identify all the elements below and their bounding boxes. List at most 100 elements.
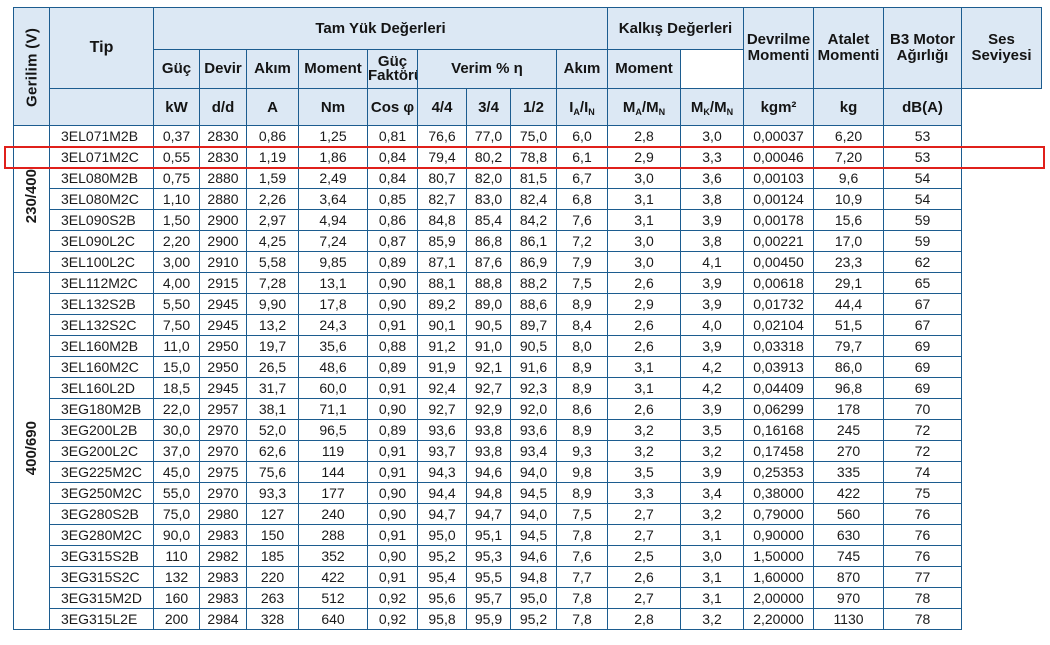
cell-noise: 76 [883, 503, 962, 525]
cell-eff-34: 94,8 [466, 482, 511, 504]
cell-speed: 2830 [199, 125, 247, 147]
cell-start-torque: 3,0 [607, 251, 681, 273]
cell-start-torque: 2,6 [607, 314, 681, 336]
cell-eff-12: 94,0 [510, 503, 557, 525]
cell-eff-12: 94,8 [510, 566, 557, 588]
cell-type: 3EL080M2B [49, 167, 154, 189]
cell-speed: 2910 [199, 251, 247, 273]
cell-speed: 2880 [199, 167, 247, 189]
cell-eff-full: 89,2 [417, 293, 467, 315]
cell-eff-full: 80,7 [417, 167, 467, 189]
cell-eff-full: 95,6 [417, 587, 467, 609]
cell-type: 3EG315M2D [49, 587, 154, 609]
table-row: 3EL090L2C 2,20 2900 4,25 7,24 0,87 85,9 86,8 86,… [14, 230, 1042, 252]
cell-torque: 9,85 [298, 251, 368, 273]
cell-eff-34: 90,5 [466, 314, 511, 336]
cell-power-factor: 0,90 [367, 545, 418, 567]
cell-power: 200 [153, 608, 200, 630]
unit-sub: A [635, 106, 642, 117]
unit-main: I [569, 98, 574, 116]
start-torque-header: Moment [607, 49, 681, 89]
cell-speed: 2957 [199, 398, 247, 420]
cell-inertia: 0,16168 [743, 419, 814, 441]
cell-speed: 2983 [199, 524, 247, 546]
cell-breakdown: 3,0 [680, 125, 744, 147]
cell-power: 4,00 [153, 272, 200, 294]
cell-noise: 78 [883, 608, 962, 630]
cell-power-factor: 0,90 [367, 503, 418, 525]
cell-speed: 2984 [199, 608, 247, 630]
table-row: 400/690 3EL112M2C 4,00 2915 7,28 13,1 0,90 88,1… [13, 272, 1042, 630]
cell-inertia: 0,04409 [743, 377, 814, 399]
unit-inertia: kgm² [743, 88, 814, 126]
cell-speed: 2900 [199, 230, 247, 252]
cell-eff-full: 82,7 [417, 188, 467, 210]
unit-weight: kg [813, 88, 884, 126]
cell-noise: 53 [883, 125, 962, 147]
cell-breakdown: 3,3 [680, 146, 744, 168]
cell-start-current: 8,9 [556, 419, 608, 441]
cell-noise: 69 [883, 356, 962, 378]
cell-eff-34: 86,8 [466, 230, 511, 252]
cell-torque: 288 [298, 524, 368, 546]
cell-power-factor: 0,92 [367, 587, 418, 609]
table-row: 3EG315M2D 160 2983 263 512 0,92 95,6 95,7 95,0 7,… [14, 587, 1042, 609]
cell-power-factor: 0,91 [367, 524, 418, 546]
cell-eff-12: 92,0 [510, 398, 557, 420]
unit-torque: Nm [298, 88, 368, 126]
cell-type: 3EG280M2C [49, 524, 154, 546]
cell-inertia: 0,00046 [743, 146, 814, 168]
cell-weight: 29,1 [813, 272, 884, 294]
cell-power-factor: 0,90 [367, 482, 418, 504]
cell-start-current: 6,0 [556, 125, 608, 147]
table-row: 3EG280S2B 75,0 2980 127 240 0,90 94,7 94,7 94,0 7… [14, 503, 1042, 525]
cell-start-torque: 3,0 [607, 230, 681, 252]
unit-sep: /I [579, 98, 589, 116]
cell-speed: 2970 [199, 419, 247, 441]
cell-weight: 96,8 [813, 377, 884, 399]
cell-current: 150 [246, 524, 299, 546]
cell-noise: 77 [883, 566, 962, 588]
cell-noise: 54 [883, 167, 962, 189]
cell-eff-34: 85,4 [466, 209, 511, 231]
cell-start-torque: 3,1 [607, 377, 681, 399]
cell-weight: 9,6 [813, 167, 884, 189]
cell-current: 19,7 [246, 335, 299, 357]
cell-start-torque: 3,5 [607, 461, 681, 483]
cell-breakdown: 3,9 [680, 293, 744, 315]
cell-torque: 48,6 [298, 356, 368, 378]
cell-power: 2,20 [153, 230, 200, 252]
unit-noise: dB(A) [883, 88, 962, 126]
power-header: Güç [153, 49, 200, 89]
cell-noise: 59 [883, 230, 962, 252]
cell-speed: 2945 [199, 314, 247, 336]
cell-eff-34: 94,6 [466, 461, 511, 483]
cell-eff-34: 94,7 [466, 503, 511, 525]
cell-power: 1,10 [153, 188, 200, 210]
cell-inertia: 0,25353 [743, 461, 814, 483]
cell-eff-12: 81,5 [510, 167, 557, 189]
unit-eff-full: 4/4 [417, 88, 467, 126]
cell-power-factor: 0,88 [367, 335, 418, 357]
cell-current: 1,19 [246, 146, 299, 168]
cell-noise: 65 [883, 272, 962, 294]
cell-type: 3EL160M2C [49, 356, 154, 378]
cell-torque: 422 [298, 566, 368, 588]
cell-noise: 67 [883, 314, 962, 336]
table-row: 3EG315S2B 110 2982 185 352 0,90 95,2 95,3 94,6 7,… [14, 545, 1042, 567]
cell-power: 5,50 [153, 293, 200, 315]
cell-torque: 2,49 [298, 167, 368, 189]
cell-eff-full: 94,3 [417, 461, 467, 483]
table-row: 3EL071M2C 0,55 2830 1,19 1,86 0,84 79,4 80,2 78,… [14, 146, 1042, 168]
cell-inertia: 2,00000 [743, 587, 814, 609]
table-row: 3EG280M2C 90,0 2983 150 288 0,91 95,0 95,1 94,5 7… [14, 524, 1042, 546]
noise-header: Ses Seviyesi [961, 7, 1042, 89]
cell-current: 52,0 [246, 419, 299, 441]
cell-eff-full: 93,6 [417, 419, 467, 441]
cell-breakdown: 3,1 [680, 566, 744, 588]
cell-eff-full: 92,4 [417, 377, 467, 399]
cell-torque: 352 [298, 545, 368, 567]
cell-power-factor: 0,84 [367, 167, 418, 189]
cell-start-current: 7,2 [556, 230, 608, 252]
